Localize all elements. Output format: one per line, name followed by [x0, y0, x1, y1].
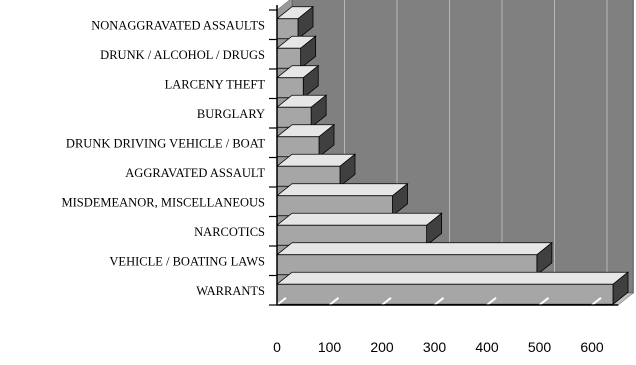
bar: [276, 106, 312, 128]
category-label: DRUNK DRIVING VEHICLE / BOAT: [66, 137, 265, 151]
bar-top-face: [275, 212, 443, 226]
bar-top-face: [275, 183, 409, 197]
x-tick-label: 600: [580, 339, 604, 355]
bar: [276, 77, 304, 99]
bar: [276, 283, 614, 305]
floor-tick: [486, 297, 497, 306]
x-tick-label: 100: [318, 339, 342, 355]
bar: [276, 47, 302, 69]
category-label: DRUNK / ALCOHOL / DRUGS: [100, 48, 265, 62]
x-tick-label: 300: [423, 339, 447, 355]
x-tick-label: 200: [370, 339, 394, 355]
x-tick-label: 400: [475, 339, 499, 355]
category-label: VEHICLE / BOATING LAWS: [109, 255, 265, 269]
bar-top-face: [275, 271, 630, 285]
x-tick-label: 0: [273, 339, 281, 355]
bar: [276, 224, 428, 246]
bar: [276, 254, 538, 276]
floor-tick: [381, 297, 392, 306]
bar: [276, 195, 393, 217]
bar: [276, 18, 299, 40]
category-label: AGGRAVATED ASSAULT: [125, 166, 265, 180]
floor-tick: [433, 297, 445, 306]
category-label: MISDEMEANOR, MISCELLANEOUS: [62, 196, 266, 210]
bar-top-face: [275, 242, 554, 256]
x-tick-label: 500: [528, 339, 552, 355]
category-label: NARCOTICS: [194, 225, 265, 239]
floor-tick: [538, 297, 550, 306]
category-label: BURGLARY: [197, 107, 265, 121]
category-label: LARCENY THEFT: [165, 78, 266, 92]
floor-tick: [276, 297, 287, 306]
category-label: WARRANTS: [196, 284, 265, 298]
bar: [276, 165, 341, 187]
bar: [276, 136, 320, 158]
category-label: NONAGGRAVATED ASSAULTS: [91, 19, 265, 33]
floor-tick: [591, 297, 602, 306]
floor-tick: [328, 297, 340, 306]
